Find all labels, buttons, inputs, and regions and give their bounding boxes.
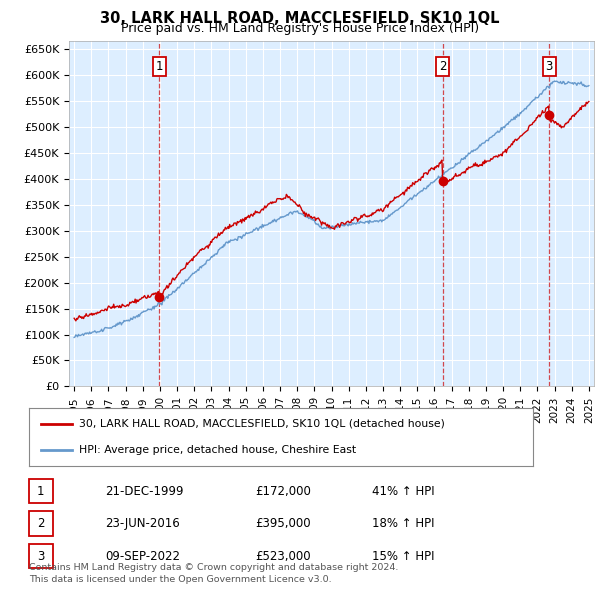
Text: 30, LARK HALL ROAD, MACCLESFIELD, SK10 1QL (detached house): 30, LARK HALL ROAD, MACCLESFIELD, SK10 1… — [79, 419, 445, 429]
Text: This data is licensed under the Open Government Licence v3.0.: This data is licensed under the Open Gov… — [29, 575, 331, 584]
Text: £523,000: £523,000 — [255, 549, 311, 563]
Text: £395,000: £395,000 — [255, 517, 311, 530]
Text: 1: 1 — [37, 484, 44, 498]
Text: Price paid vs. HM Land Registry's House Price Index (HPI): Price paid vs. HM Land Registry's House … — [121, 22, 479, 35]
Text: 3: 3 — [37, 549, 44, 563]
Text: 2: 2 — [439, 60, 446, 73]
Text: 2: 2 — [37, 517, 44, 530]
Text: 18% ↑ HPI: 18% ↑ HPI — [372, 517, 434, 530]
Text: 41% ↑ HPI: 41% ↑ HPI — [372, 484, 434, 498]
Text: 09-SEP-2022: 09-SEP-2022 — [105, 549, 180, 563]
Text: 1: 1 — [155, 60, 163, 73]
Text: 21-DEC-1999: 21-DEC-1999 — [105, 484, 184, 498]
Text: 30, LARK HALL ROAD, MACCLESFIELD, SK10 1QL: 30, LARK HALL ROAD, MACCLESFIELD, SK10 1… — [100, 11, 500, 25]
Text: £172,000: £172,000 — [255, 484, 311, 498]
Text: HPI: Average price, detached house, Cheshire East: HPI: Average price, detached house, Ches… — [79, 445, 356, 455]
Text: 15% ↑ HPI: 15% ↑ HPI — [372, 549, 434, 563]
Text: Contains HM Land Registry data © Crown copyright and database right 2024.: Contains HM Land Registry data © Crown c… — [29, 563, 398, 572]
Text: 3: 3 — [545, 60, 553, 73]
Text: 23-JUN-2016: 23-JUN-2016 — [105, 517, 180, 530]
